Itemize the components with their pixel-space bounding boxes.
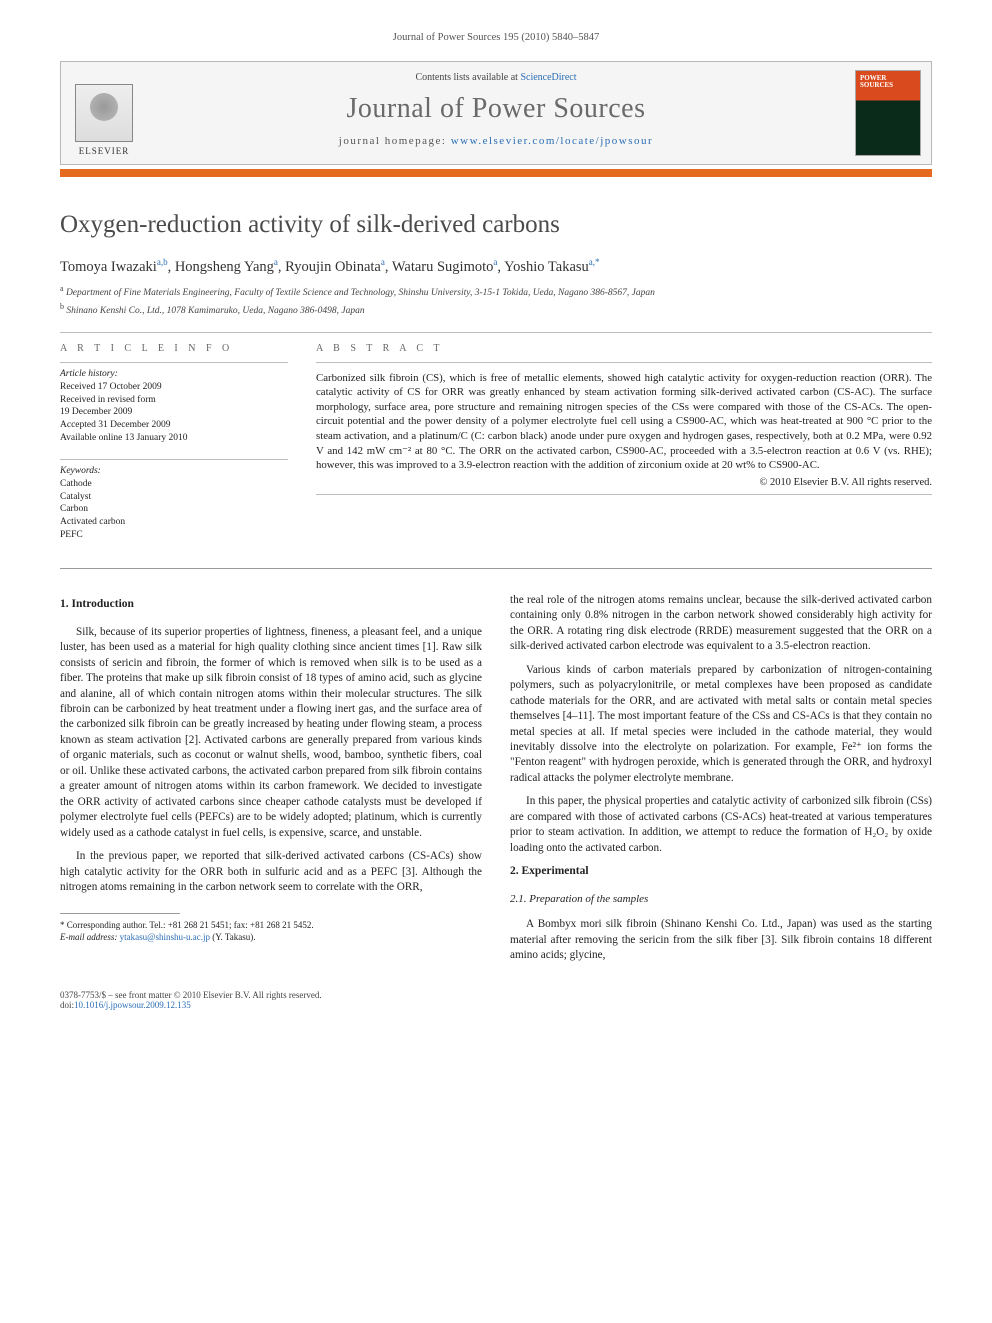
article-title: Oxygen-reduction activity of silk-derive… bbox=[60, 211, 932, 239]
keyword: PEFC bbox=[60, 529, 288, 542]
orange-divider bbox=[60, 169, 932, 177]
journal-cover-thumb: POWER SOURCES bbox=[855, 70, 921, 156]
publisher-name: ELSEVIER bbox=[79, 146, 130, 156]
banner-center: Contents lists available at ScienceDirec… bbox=[147, 62, 845, 164]
keywords-label: Keywords: bbox=[60, 466, 288, 476]
publisher-logo-cell: ELSEVIER bbox=[61, 62, 147, 164]
affiliation-a: a Department of Fine Materials Engineeri… bbox=[60, 284, 932, 300]
homepage-prefix: journal homepage: bbox=[339, 135, 451, 147]
section-heading-intro: 1. Introduction bbox=[60, 597, 482, 613]
keywords-block: Keywords: Cathode Catalyst Carbon Activa… bbox=[60, 459, 288, 542]
footer-front-matter: 0378-7753/$ – see front matter © 2010 El… bbox=[60, 990, 322, 1000]
cover-cell: POWER SOURCES bbox=[845, 62, 931, 164]
history-revised: Received in revised form bbox=[60, 394, 288, 407]
keyword: Catalyst bbox=[60, 491, 288, 504]
body-paragraph: A Bombyx mori silk fibroin (Shinano Kens… bbox=[510, 917, 932, 963]
author: Hongsheng Yang bbox=[175, 259, 274, 275]
author-affil-sup: a bbox=[493, 257, 497, 267]
contents-prefix: Contents lists available at bbox=[415, 72, 520, 83]
article-info-head: A R T I C L E I N F O bbox=[60, 343, 288, 354]
footer-doi-link[interactable]: 10.1016/j.jpowsour.2009.12.135 bbox=[74, 1000, 191, 1010]
contents-line: Contents lists available at ScienceDirec… bbox=[155, 72, 837, 83]
history-received: Received 17 October 2009 bbox=[60, 381, 288, 394]
footer-doi-label: doi: bbox=[60, 1000, 74, 1010]
author-affil-sup: a,* bbox=[589, 257, 600, 267]
article-info-column: A R T I C L E I N F O Article history: R… bbox=[60, 343, 288, 556]
author-affil-sup: a bbox=[381, 257, 385, 267]
footnote-email-who: (Y. Takasu). bbox=[210, 932, 256, 942]
running-header: Journal of Power Sources 195 (2010) 5840… bbox=[60, 32, 932, 43]
homepage-line: journal homepage: www.elsevier.com/locat… bbox=[155, 135, 837, 147]
body-paragraph: In this paper, the physical properties a… bbox=[510, 794, 932, 856]
abstract-bottom-rule bbox=[316, 494, 932, 495]
body-paragraph: In the previous paper, we reported that … bbox=[60, 849, 482, 895]
journal-banner: ELSEVIER Contents lists available at Sci… bbox=[60, 61, 932, 165]
footer-left: 0378-7753/$ – see front matter © 2010 El… bbox=[60, 990, 322, 1010]
rule-above-body bbox=[60, 568, 932, 569]
page-footer: 0378-7753/$ – see front matter © 2010 El… bbox=[60, 990, 932, 1010]
abstract-top-rule bbox=[316, 362, 932, 363]
body-paragraph: the real role of the nitrogen atoms rema… bbox=[510, 593, 932, 655]
elsevier-logo: ELSEVIER bbox=[67, 74, 141, 156]
keyword: Carbon bbox=[60, 503, 288, 516]
affil-text: Department of Fine Materials Engineering… bbox=[66, 288, 655, 298]
footnote-email-label: E-mail address: bbox=[60, 932, 120, 942]
history-label: Article history: bbox=[60, 369, 288, 379]
affiliation-b: b Shinano Kenshi Co., Ltd., 1078 Kamimar… bbox=[60, 302, 932, 318]
history-revised-date: 19 December 2009 bbox=[60, 406, 288, 419]
footnote-corr: * Corresponding author. Tel.: +81 268 21… bbox=[60, 920, 482, 932]
section-heading-experimental: 2. Experimental bbox=[510, 864, 932, 880]
author: Wataru Sugimoto bbox=[392, 259, 494, 275]
author: Ryoujin Obinata bbox=[285, 259, 381, 275]
rule-above-info bbox=[60, 332, 932, 333]
body-paragraph: Various kinds of carbon materials prepar… bbox=[510, 663, 932, 787]
keyword: Cathode bbox=[60, 478, 288, 491]
footnote-email-line: E-mail address: ytakasu@shinshu-u.ac.jp … bbox=[60, 932, 482, 944]
abstract-head: A B S T R A C T bbox=[316, 343, 932, 354]
body-two-column: 1. Introduction Silk, because of its sup… bbox=[60, 593, 932, 972]
subsection-heading-prep: 2.1. Preparation of the samples bbox=[510, 892, 932, 907]
history-accepted: Accepted 31 December 2009 bbox=[60, 419, 288, 432]
footnote-separator bbox=[60, 913, 180, 914]
abstract-text: Carbonized silk fibroin (CS), which is f… bbox=[316, 371, 932, 473]
history-online: Available online 13 January 2010 bbox=[60, 432, 288, 445]
author-list: Tomoya Iwazakia,b, Hongsheng Yanga, Ryou… bbox=[60, 257, 932, 276]
abstract-column: A B S T R A C T Carbonized silk fibroin … bbox=[316, 343, 932, 556]
journal-title: Journal of Power Sources bbox=[155, 93, 837, 125]
elsevier-tree-icon bbox=[75, 84, 133, 142]
keyword: Activated carbon bbox=[60, 516, 288, 529]
author: Yoshio Takasu bbox=[504, 259, 589, 275]
corresponding-author-footnote: * Corresponding author. Tel.: +81 268 21… bbox=[60, 920, 482, 943]
homepage-link[interactable]: www.elsevier.com/locate/jpowsour bbox=[451, 135, 653, 147]
author-affil-sup: a bbox=[274, 257, 278, 267]
copyright-line: © 2010 Elsevier B.V. All rights reserved… bbox=[316, 477, 932, 488]
history-block: Article history: Received 17 October 200… bbox=[60, 362, 288, 445]
footnote-email-link[interactable]: ytakasu@shinshu-u.ac.jp bbox=[120, 932, 210, 942]
author-affil-sup: a,b bbox=[157, 257, 168, 267]
affil-text: Shinano Kenshi Co., Ltd., 1078 Kamimaruk… bbox=[66, 306, 364, 316]
body-paragraph: Silk, because of its superior properties… bbox=[60, 625, 482, 841]
sciencedirect-link[interactable]: ScienceDirect bbox=[520, 72, 576, 83]
author: Tomoya Iwazaki bbox=[60, 259, 157, 275]
cover-line-2: SOURCES bbox=[860, 82, 916, 89]
footer-doi-line: doi:10.1016/j.jpowsour.2009.12.135 bbox=[60, 1000, 322, 1010]
